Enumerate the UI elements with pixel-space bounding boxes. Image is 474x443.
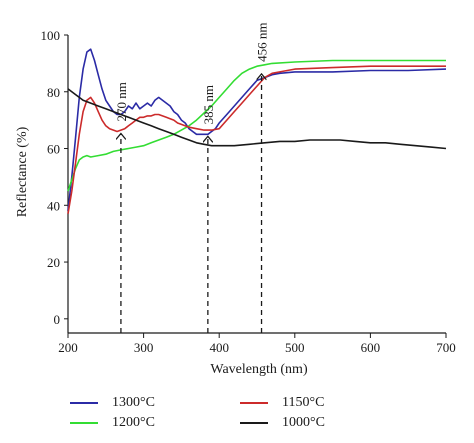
legend-item-3: 1000°C [240,414,325,432]
legend-item-0: 1300°C [70,394,155,412]
legend-label-0: 1300°C [112,395,155,410]
legend-label-3: 1000°C [282,415,325,430]
legend-item-2: 1150°C [240,394,324,412]
series-line-2 [67,65,446,214]
y-tick-label: 60 [47,142,60,157]
x-axis-label: Wavelength (nm) [210,362,308,377]
legend-swatch-0 [70,402,98,404]
x-tick-label: 200 [58,340,78,355]
annotation-label-1: 385 nm [201,85,216,124]
y-axis-label: Reflectance (%) [15,126,30,217]
legend-label-2: 1150°C [282,395,325,410]
x-tick-label: 300 [134,340,154,355]
x-tick-label: 500 [285,340,305,355]
series-line-1 [67,59,446,192]
legend: 1300°C 1200°C 1150°C 1000°C [70,388,470,438]
x-tick-label: 700 [436,340,456,355]
legend-swatch-3 [240,422,268,424]
x-tick-label: 400 [209,340,229,355]
x-tick-label: 600 [361,340,381,355]
y-tick-label: 40 [47,198,60,213]
y-tick-label: 0 [54,312,61,327]
annotation-label-0: 270 nm [114,82,129,121]
reflectance-chart: 200 300 400 500 600 700 0 20 40 60 80 100 Wavelength… [15,23,456,377]
legend-label-1: 1200°C [112,415,155,430]
y-tick-label: 20 [47,255,60,270]
legend-swatch-2 [240,402,268,404]
y-tick-label: 80 [47,85,60,100]
series-line-3 [67,88,447,150]
y-tick-label: 100 [41,28,61,43]
legend-swatch-1 [70,422,98,424]
annotation-label-2: 456 nm [255,23,270,62]
series-line-0 [67,48,447,212]
legend-item-1: 1200°C [70,414,155,432]
